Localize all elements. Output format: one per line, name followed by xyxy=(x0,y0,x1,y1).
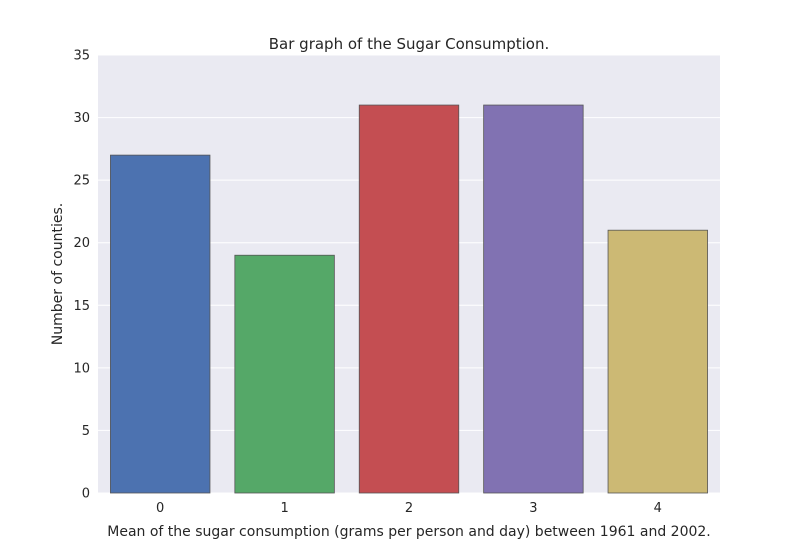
x-axis-label: Mean of the sugar consumption (grams per… xyxy=(107,524,711,540)
bar-3 xyxy=(483,104,584,494)
y-tick-label: 35 xyxy=(73,49,90,64)
bars xyxy=(110,104,708,494)
y-tick-label: 25 xyxy=(73,174,90,189)
y-tick-label: 5 xyxy=(82,424,90,439)
y-tick-label: 0 xyxy=(82,487,90,502)
bar-2 xyxy=(358,104,460,494)
y-tick-label: 15 xyxy=(73,299,90,314)
x-tick-label: 3 xyxy=(529,501,537,516)
y-tick-label: 30 xyxy=(73,111,90,126)
x-axis-ticks: 0 1 2 3 4 xyxy=(156,501,662,516)
y-tick-label: 10 xyxy=(73,361,90,376)
y-axis-label: Number of counties. xyxy=(50,203,66,345)
chart-title: Bar graph of the Sugar Consumption. xyxy=(269,35,550,53)
y-axis-ticks: 0 5 10 15 20 25 30 35 xyxy=(73,49,90,502)
x-tick-label: 4 xyxy=(654,501,662,516)
y-tick-label: 20 xyxy=(73,236,90,251)
bar-1 xyxy=(234,254,335,494)
bar-4 xyxy=(607,229,708,494)
x-tick-label: 0 xyxy=(156,501,164,516)
bar-0 xyxy=(110,154,211,494)
x-tick-label: 1 xyxy=(280,501,288,516)
x-tick-label: 2 xyxy=(405,501,413,516)
